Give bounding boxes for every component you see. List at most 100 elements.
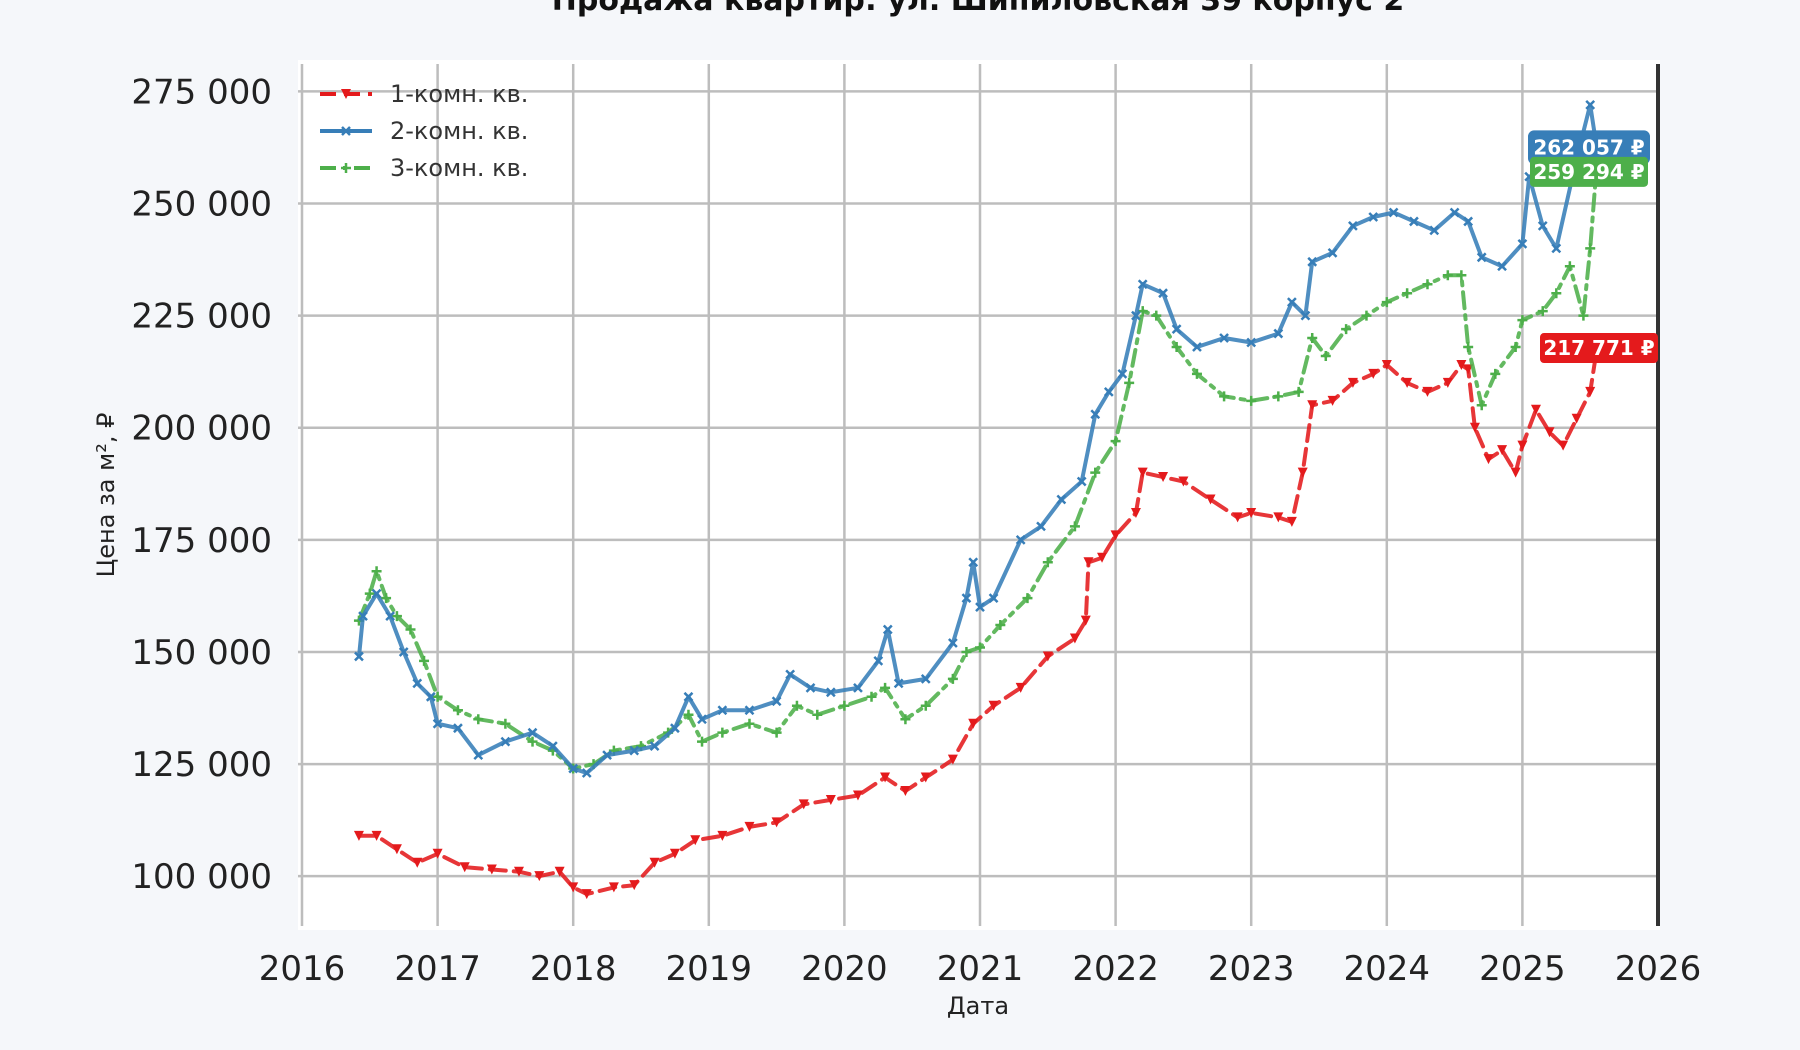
- data-point: [1537, 221, 1548, 231]
- data-point: [744, 705, 755, 716]
- data-point: [1307, 333, 1318, 344]
- data-point: [1490, 368, 1501, 379]
- data-point: [880, 772, 891, 783]
- legend-entry: 1-комн. кв.: [320, 80, 528, 108]
- data-point: [459, 862, 470, 873]
- data-point: [1483, 454, 1494, 465]
- data-point: [568, 763, 579, 774]
- data-point: [1368, 368, 1379, 379]
- y-tick-label: 225 000: [131, 297, 272, 337]
- legend: 1-комн. кв. 2-комн. кв. 3-комн. кв.: [320, 80, 528, 182]
- data-point: [425, 691, 436, 702]
- data-point: [1551, 243, 1562, 254]
- data-point: [1578, 310, 1589, 321]
- data-point: [1327, 247, 1338, 258]
- data-point: [825, 687, 836, 698]
- data-point: [669, 848, 680, 859]
- data-point: [1042, 557, 1053, 568]
- data-point: [358, 611, 368, 621]
- data-point: [961, 646, 972, 657]
- legend-label: 2-комн. кв.: [390, 117, 528, 145]
- data-point: [432, 718, 443, 729]
- data-point: [602, 750, 612, 760]
- data-point: [1158, 288, 1168, 299]
- y-tick-label: 275 000: [131, 72, 272, 112]
- data-point: [341, 126, 351, 136]
- data-point: [683, 691, 694, 702]
- data-point: [1348, 221, 1358, 231]
- data-point: [1463, 342, 1474, 353]
- data-point: [1205, 494, 1216, 505]
- data-point: [1381, 359, 1392, 370]
- data-point: [1564, 261, 1575, 272]
- data-point: [1103, 386, 1114, 397]
- data-point: [500, 736, 511, 747]
- data-point: [853, 682, 863, 693]
- data-point: [1056, 494, 1067, 505]
- data-point: [453, 723, 463, 734]
- data-point: [500, 718, 511, 729]
- data-point: [1246, 507, 1257, 518]
- data-point: [1463, 216, 1474, 227]
- data-point: [649, 857, 660, 868]
- data-point: [1151, 310, 1162, 321]
- data-point: [839, 700, 850, 711]
- data-point: [1476, 252, 1487, 263]
- data-point: [717, 830, 728, 841]
- data-point: [1273, 391, 1284, 402]
- data-point: [1192, 342, 1202, 352]
- data-point: [852, 790, 863, 801]
- data-point: [1246, 337, 1257, 348]
- y-axis-ticks: 100 000 125 000 150 000 175 000 200 000 225 0…: [131, 72, 272, 897]
- data-point: [513, 866, 524, 877]
- data-point: [371, 830, 382, 841]
- data-point: [771, 727, 782, 738]
- y-tick-label: 250 000: [131, 185, 272, 225]
- data-point: [1571, 413, 1582, 424]
- data-point: [1388, 207, 1399, 218]
- data-point: [1381, 297, 1392, 308]
- data-point: [1456, 270, 1467, 281]
- data-point: [947, 673, 958, 684]
- data-point: [1497, 261, 1507, 272]
- last-value-label: 217 771 ₽: [1543, 336, 1654, 360]
- last-value-badges: 262 057 ₽259 294 ₽ 217 771 ₽: [1528, 130, 1658, 364]
- data-point: [391, 844, 402, 855]
- data-point: [1307, 400, 1318, 411]
- data-point: [1130, 507, 1141, 518]
- data-point: [1429, 225, 1440, 236]
- data-point: [1110, 530, 1121, 541]
- y-tick-label: 175 000: [131, 521, 272, 561]
- x-tick-label: 2026: [1615, 949, 1702, 989]
- x-tick-label: 2018: [530, 949, 617, 989]
- data-point: [1327, 395, 1338, 406]
- data-point: [568, 882, 579, 893]
- data-point: [717, 727, 728, 738]
- data-point: [581, 768, 592, 778]
- data-point: [798, 799, 809, 810]
- data-point: [744, 718, 755, 729]
- data-point: [534, 871, 545, 882]
- x-tick-label: 2017: [394, 949, 481, 989]
- data-point: [697, 736, 708, 747]
- series-1: [353, 343, 1602, 900]
- data-point: [1510, 467, 1521, 478]
- data-point: [900, 785, 911, 796]
- data-point: [1320, 350, 1331, 361]
- data-point: [371, 566, 382, 577]
- last-value-badge: 259 294 ₽: [1530, 156, 1648, 187]
- data-point: [1442, 270, 1453, 281]
- data-point: [771, 696, 782, 707]
- data-point: [1286, 516, 1297, 527]
- data-point: [1069, 633, 1080, 644]
- data-point: [1097, 552, 1108, 563]
- data-point: [1036, 521, 1046, 532]
- data-point: [1124, 377, 1135, 388]
- data-point: [988, 700, 999, 711]
- data-point: [353, 830, 364, 841]
- data-point: [649, 741, 660, 752]
- chart-title: Продажа квартир: ул. Шипиловская 39 корп…: [552, 0, 1404, 18]
- x-axis-ticks: 2016 2017 2018 2019 2020 2021 2022 2023 2024 2025…: [259, 949, 1702, 989]
- data-point: [341, 89, 351, 99]
- y-tick-label: 100 000: [131, 857, 272, 897]
